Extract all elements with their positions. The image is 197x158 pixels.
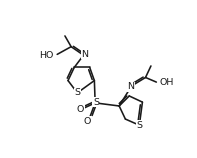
Text: HO: HO — [39, 51, 53, 60]
Text: O: O — [84, 117, 91, 126]
Text: S: S — [136, 121, 142, 130]
Text: O: O — [77, 105, 84, 114]
Text: N: N — [127, 82, 134, 91]
Text: S: S — [93, 98, 99, 107]
Text: OH: OH — [160, 78, 174, 87]
Text: N: N — [82, 50, 89, 59]
Text: S: S — [74, 88, 80, 97]
